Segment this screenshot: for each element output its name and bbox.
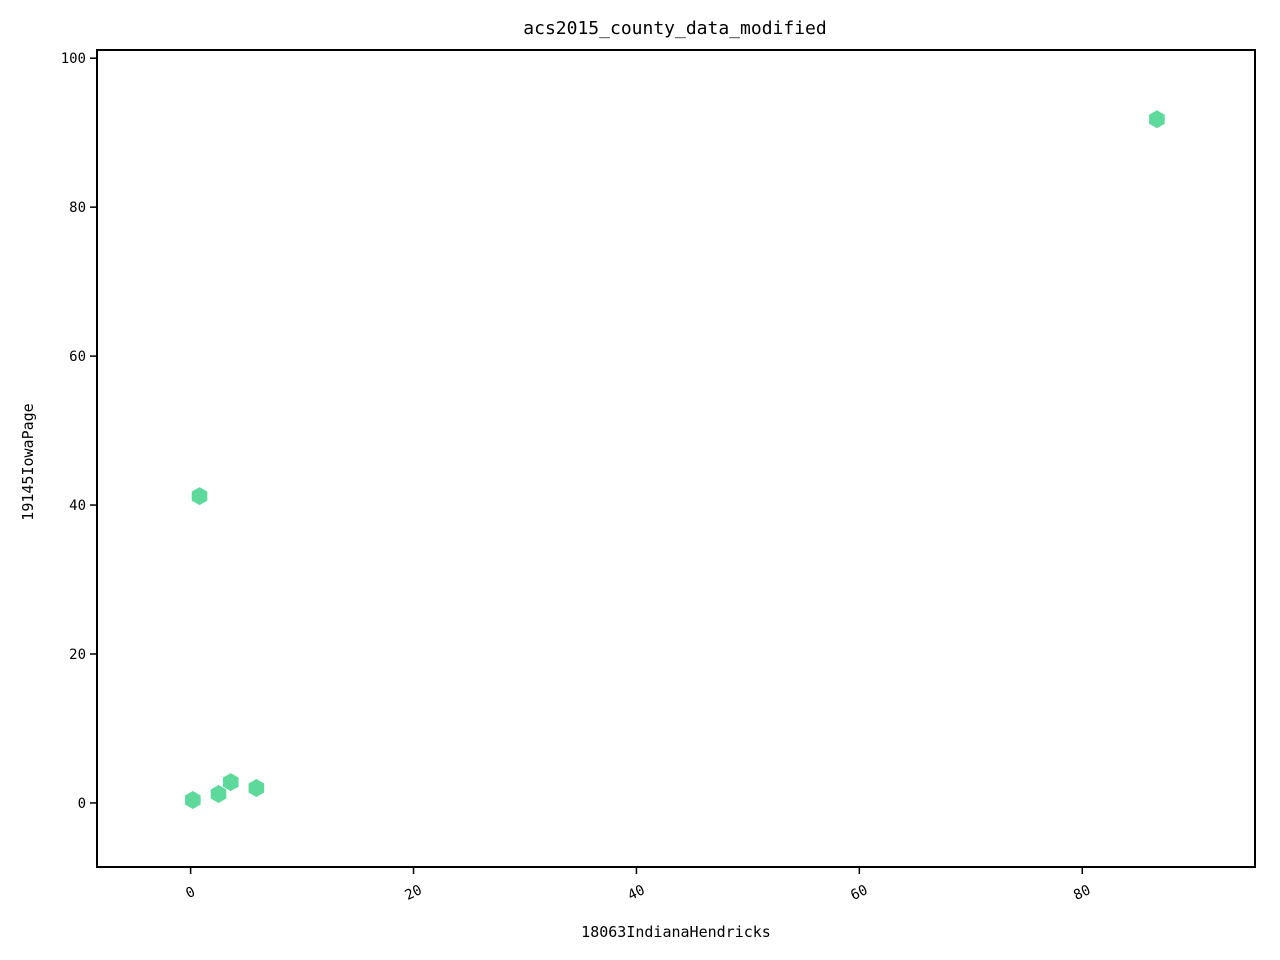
x-tick-label: 60 <box>848 882 870 904</box>
scatter-point <box>248 779 265 798</box>
y-axis-label: 19145IowaPage <box>19 403 37 520</box>
y-tick-label: 40 <box>69 498 86 514</box>
plot-frame <box>96 49 1256 868</box>
x-tick-label: 80 <box>1071 882 1093 904</box>
y-tick-label: 60 <box>69 349 86 365</box>
scatter-point <box>191 487 208 506</box>
scatter-point <box>185 790 201 809</box>
y-tick-label: 100 <box>61 51 86 67</box>
scatter-point <box>222 773 239 792</box>
scatter-point <box>210 785 227 804</box>
y-tick-label: 20 <box>69 647 86 663</box>
x-tick-label: 0 <box>183 884 197 902</box>
x-tick-label: 40 <box>625 882 647 904</box>
scatter-point <box>1149 110 1165 129</box>
y-tick-label: 0 <box>78 796 86 812</box>
x-axis-label: 18063IndianaHendricks <box>581 923 771 941</box>
x-tick-label: 20 <box>403 882 425 904</box>
y-tick-label: 80 <box>69 200 86 216</box>
x-axis-ticks: 0 20 40 60 80 <box>183 867 1093 904</box>
chart-title: acs2015_county_data_modified <box>523 18 826 39</box>
data-points <box>185 110 1165 809</box>
y-axis-ticks: 0 20 40 60 80 100 <box>61 51 97 812</box>
